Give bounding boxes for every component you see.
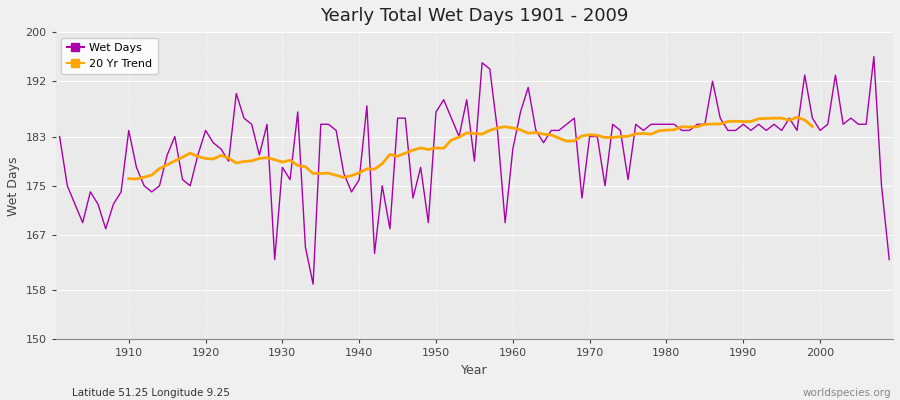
Title: Yearly Total Wet Days 1901 - 2009: Yearly Total Wet Days 1901 - 2009 [320,7,628,25]
Text: worldspecies.org: worldspecies.org [803,388,891,398]
Text: Latitude 51.25 Longitude 9.25: Latitude 51.25 Longitude 9.25 [72,388,230,398]
Y-axis label: Wet Days: Wet Days [7,156,20,216]
Legend: Wet Days, 20 Yr Trend: Wet Days, 20 Yr Trend [61,38,158,74]
X-axis label: Year: Year [461,364,488,377]
